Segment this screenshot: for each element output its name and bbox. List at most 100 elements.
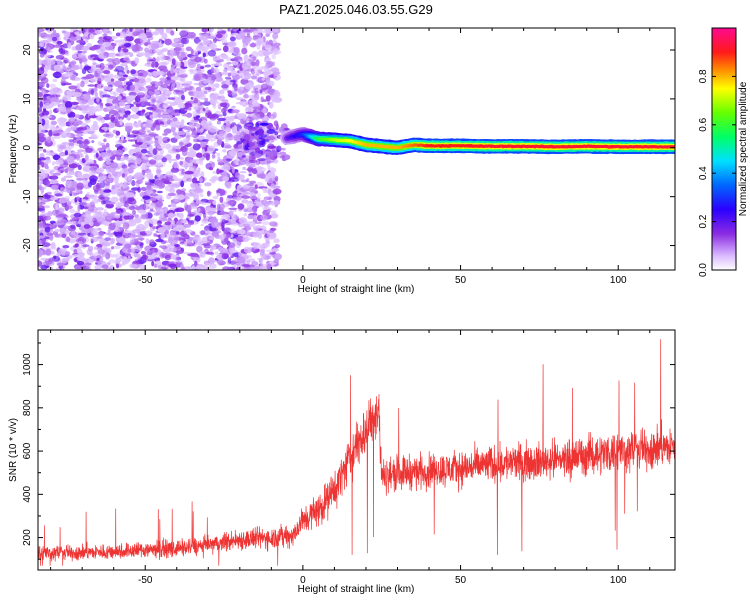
noise-speck: [265, 33, 270, 37]
noise-speck: [189, 159, 197, 163]
noise-speck: [106, 106, 111, 112]
noise-speck: [223, 164, 231, 171]
noise-speck: [96, 102, 104, 106]
noise-speck: [141, 143, 147, 149]
noise-speck: [72, 91, 82, 98]
noise-speck: [96, 70, 104, 74]
noise-speck: [169, 263, 177, 268]
noise-speck: [122, 74, 129, 78]
noise-speck: [117, 227, 123, 232]
noise-speck: [216, 133, 226, 140]
noise-speck: [196, 152, 203, 158]
noise-speck: [221, 79, 226, 86]
noise-speck: [219, 196, 224, 203]
noise-speck: [80, 80, 85, 88]
spectrogram-y-label: Frequency (Hz): [8, 115, 19, 184]
noise-speck: [239, 75, 243, 78]
noise-speck: [272, 200, 280, 205]
noise-speck: [215, 33, 223, 39]
noise-speck: [67, 42, 72, 49]
noise-speck: [171, 58, 176, 66]
noise-speck: [76, 39, 86, 44]
noise-speck: [40, 32, 45, 37]
noise-speck: [124, 122, 133, 126]
noise-speck: [262, 99, 267, 102]
noise-speck: [132, 209, 136, 216]
noise-speck: [243, 133, 251, 141]
noise-speck: [38, 199, 42, 203]
noise-speck: [52, 78, 58, 83]
noise-speck: [150, 43, 160, 50]
noise-speck: [45, 102, 50, 107]
noise-speck: [128, 95, 136, 99]
noise-speck: [158, 94, 168, 102]
noise-speck: [78, 126, 87, 131]
noise-speck: [99, 90, 103, 95]
noise-speck: [102, 156, 108, 159]
noise-speck: [171, 253, 175, 259]
noise-speck: [139, 36, 148, 44]
noise-speck: [188, 122, 195, 127]
noise-speck: [41, 161, 45, 168]
noise-speck: [148, 209, 156, 213]
noise-speck: [225, 233, 231, 239]
noise-speck: [74, 114, 81, 119]
noise-speck: [269, 221, 278, 227]
noise-speck: [129, 263, 138, 269]
noise-speck: [69, 117, 76, 122]
noise-speck: [192, 110, 197, 118]
noise-speck: [266, 129, 276, 134]
noise-speck: [254, 227, 259, 232]
noise-speck: [61, 30, 67, 34]
noise-speck: [256, 201, 263, 207]
noise-speck: [96, 243, 103, 248]
noise-speck: [264, 28, 271, 35]
noise-speck: [47, 232, 54, 236]
noise-speck: [103, 133, 111, 137]
noise-speck: [163, 68, 169, 73]
noise-speck: [56, 262, 65, 267]
noise-speck: [42, 242, 51, 247]
noise-speck: [272, 188, 282, 195]
noise-speck: [72, 221, 78, 225]
noise-speck: [72, 138, 77, 144]
noise-speck: [92, 184, 102, 192]
noise-speck: [81, 123, 88, 126]
noise-speck: [268, 101, 274, 109]
noise-speck: [90, 109, 100, 112]
noise-speck: [238, 59, 244, 62]
noise-speck: [241, 195, 251, 199]
noise-speck: [203, 123, 212, 130]
noise-speck: [195, 115, 201, 119]
noise-speck: [155, 94, 160, 100]
noise-speck: [123, 114, 128, 118]
noise-speck: [190, 96, 194, 100]
noise-speck: [130, 187, 140, 191]
noise-speck: [261, 139, 270, 143]
noise-speck: [101, 221, 110, 225]
noise-speck: [123, 183, 128, 188]
noise-speck: [47, 47, 51, 53]
noise-speck: [58, 122, 67, 127]
noise-speck: [230, 79, 237, 83]
noise-speck: [165, 114, 173, 119]
noise-speck: [115, 135, 119, 139]
noise-speck: [50, 169, 56, 172]
noise-speck: [54, 65, 62, 72]
noise-speck: [124, 230, 132, 234]
noise-speck: [226, 61, 232, 65]
noise-speck: [67, 31, 70, 38]
noise-speck: [169, 121, 178, 128]
noise-speck: [81, 36, 86, 40]
noise-speck: [52, 135, 61, 139]
noise-speck: [214, 230, 222, 234]
noise-speck: [103, 208, 108, 216]
noise-speck: [180, 180, 185, 188]
noise-speck: [49, 83, 56, 88]
noise-speck: [62, 225, 70, 230]
noise-speck: [45, 156, 51, 160]
snr-x-tick-label: 100: [610, 575, 627, 586]
noise-speck: [151, 31, 160, 36]
noise-speck: [81, 68, 87, 75]
noise-speck: [42, 194, 51, 199]
